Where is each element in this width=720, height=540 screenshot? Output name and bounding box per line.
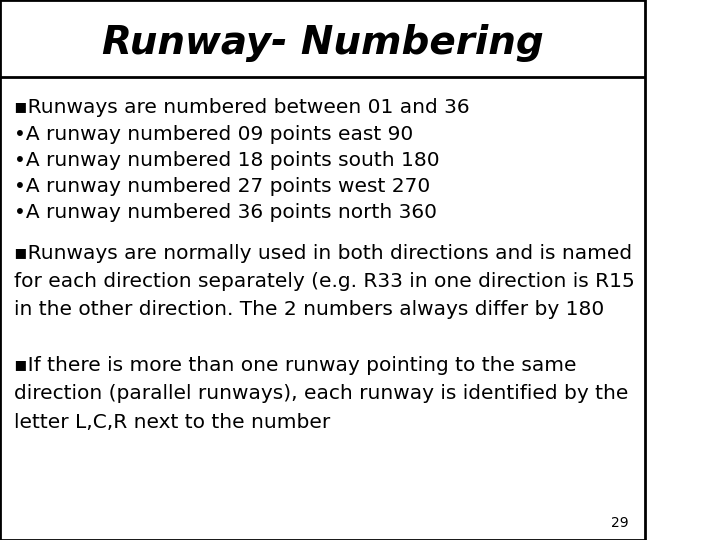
Text: ▪If there is more than one runway pointing to the same: ▪If there is more than one runway pointi… [14, 356, 577, 375]
Text: ▪Runways are numbered between 01 and 36: ▪Runways are numbered between 01 and 36 [14, 98, 470, 117]
Text: 29: 29 [611, 516, 629, 530]
Text: •A runway numbered 18 points south 180: •A runway numbered 18 points south 180 [14, 151, 440, 170]
Text: in the other direction. The 2 numbers always differ by 180: in the other direction. The 2 numbers al… [14, 300, 604, 319]
Text: •A runway numbered 36 points north 360: •A runway numbered 36 points north 360 [14, 203, 437, 222]
Text: •A runway numbered 27 points west 270: •A runway numbered 27 points west 270 [14, 177, 431, 196]
Text: Runway- Numbering: Runway- Numbering [102, 24, 544, 62]
Text: direction (parallel runways), each runway is identified by the: direction (parallel runways), each runwa… [14, 384, 629, 403]
Text: letter L,C,R next to the number: letter L,C,R next to the number [14, 413, 330, 431]
Text: ▪Runways are normally used in both directions and is named: ▪Runways are normally used in both direc… [14, 244, 632, 263]
Text: for each direction separately (e.g. R33 in one direction is R15: for each direction separately (e.g. R33 … [14, 272, 635, 291]
Text: •A runway numbered 09 points east 90: •A runway numbered 09 points east 90 [14, 125, 413, 144]
